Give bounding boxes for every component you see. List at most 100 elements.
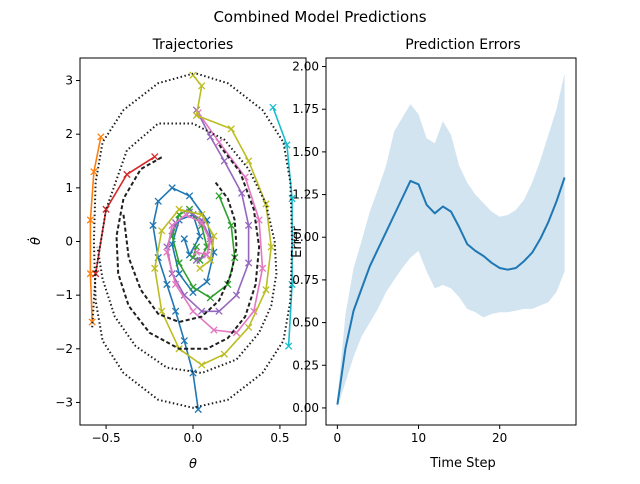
y-tick-label: 0 xyxy=(65,235,73,249)
trajectory-marker xyxy=(283,141,291,149)
trajectory-marker xyxy=(210,326,218,334)
trajectory-marker xyxy=(175,259,183,267)
trajectory-purple xyxy=(166,109,250,313)
trajectory-marker xyxy=(168,221,176,230)
trajectory-marker xyxy=(171,307,180,315)
trajectories-frame xyxy=(79,57,307,426)
trajectory-marker xyxy=(168,184,176,192)
trajectory-red xyxy=(94,156,156,274)
trajectory-marker xyxy=(175,270,183,278)
trajectory-marker xyxy=(227,125,235,133)
trajectory-marker xyxy=(192,256,201,264)
true-third-orbit xyxy=(115,144,261,350)
trajectory-marker xyxy=(206,256,215,264)
trajectory-marker xyxy=(238,189,246,197)
trajectory-marker xyxy=(158,307,166,315)
trajectory-marker xyxy=(163,248,171,256)
trajectory-marker xyxy=(267,243,275,251)
trajectory-marker xyxy=(255,216,263,224)
errors-plot-area xyxy=(336,73,566,408)
y-tick-label: 1 xyxy=(65,181,73,195)
trajectory-marker xyxy=(244,323,253,332)
trajectory-marker xyxy=(171,280,180,289)
mean-error-line xyxy=(336,177,566,405)
trajectory-marker xyxy=(206,294,215,302)
trajectory-marker xyxy=(97,133,105,141)
x-tick-label: 10 xyxy=(411,431,426,445)
true-outer-orbit xyxy=(92,72,294,409)
trajectory-marker xyxy=(203,251,211,259)
trajectory-marker xyxy=(269,103,277,112)
trajectory-marker xyxy=(180,235,188,243)
y-tick-label: 1.75 xyxy=(292,102,319,116)
trajectory-marker xyxy=(227,221,235,230)
trajectory-marker xyxy=(182,211,190,219)
trajectory-marker xyxy=(220,350,228,358)
y-tick-label: 2.00 xyxy=(292,60,319,74)
trajectory-marker xyxy=(86,270,95,278)
trajectory-marker xyxy=(284,342,293,350)
y-tick-label: 1.00 xyxy=(292,230,319,244)
y-tick-label: 1.50 xyxy=(292,145,319,159)
trajectory-marker xyxy=(244,157,253,165)
trajectory-marker xyxy=(90,168,98,176)
y-tick-label: 3 xyxy=(65,74,73,88)
errors-xlabel: Time Step xyxy=(429,456,496,471)
x-tick-label: −0.5 xyxy=(92,431,121,445)
errors-ticks: 0 10 20 0.00 0.25 0.50 0.75 1.00 1.25 1.50 1.75 2.0… xyxy=(292,60,507,445)
x-tick-label: 0.0 xyxy=(183,431,202,445)
trajectories-axes: Trajectories −0.5 0.0 0.5 −3 −2 −1 0 1 2 3 θ θ̇ xyxy=(28,37,307,472)
trajectories-xlabel: θ xyxy=(189,457,197,472)
trajectory-marker xyxy=(185,192,194,200)
y-tick-label: 0.75 xyxy=(292,273,319,287)
trajectory-olive xyxy=(154,74,273,366)
trajectory-marker xyxy=(196,264,204,272)
errors-axes: Prediction Errors 0 10 20 0.00 0.25 0.50 0.75 1… xyxy=(290,37,577,471)
y-tick-label: −2 xyxy=(55,342,73,356)
trajectory-marker xyxy=(189,283,197,291)
y-tick-label: 2 xyxy=(65,127,73,141)
trajectories-plot-area xyxy=(86,71,296,414)
error-band xyxy=(337,73,565,408)
x-tick-label: 0.5 xyxy=(270,431,289,445)
trajectory-marker xyxy=(198,211,206,219)
trajectory-marker xyxy=(163,280,171,289)
trajectory-marker xyxy=(180,337,188,345)
trajectory-marker xyxy=(198,82,206,90)
y-tick-label: 0.00 xyxy=(292,401,319,415)
true-second-orbit xyxy=(91,122,278,374)
trajectory-marker xyxy=(151,264,159,272)
trajectory-marker xyxy=(262,286,270,294)
trajectory-marker xyxy=(220,157,228,165)
trajectory-marker xyxy=(175,205,183,213)
y-tick-label: 0.25 xyxy=(292,358,319,372)
trajectories-ticks: −0.5 0.0 0.5 −3 −2 −1 0 1 2 3 xyxy=(55,74,289,445)
trajectory-marker xyxy=(158,227,166,235)
trajectory-marker xyxy=(149,221,157,230)
trajectory-marker xyxy=(198,361,206,369)
x-tick-label: 0 xyxy=(334,431,342,445)
trajectory-marker xyxy=(232,329,241,337)
trajectory-marker xyxy=(258,264,267,272)
x-tick-label: 20 xyxy=(492,431,507,445)
trajectory-marker xyxy=(151,153,159,161)
figure-suptitle: Combined Model Predictions xyxy=(213,8,426,26)
y-tick-label: 0.50 xyxy=(292,316,319,330)
trajectory-marker xyxy=(192,111,201,120)
trajectory-marker xyxy=(210,232,218,240)
true-inner-orbit xyxy=(122,181,238,323)
trajectory-marker xyxy=(232,291,241,299)
trajectory-marker xyxy=(244,221,253,230)
trajectory-marker xyxy=(215,138,223,146)
errors-title: Prediction Errors xyxy=(405,37,520,53)
trajectory-marker xyxy=(123,170,131,179)
trajectory-marker xyxy=(198,219,206,227)
trajectories-ylabel: θ̇ xyxy=(28,237,44,245)
y-tick-label: −1 xyxy=(55,288,73,302)
trajectory-marker xyxy=(250,307,258,315)
trajectory-marker xyxy=(192,248,201,256)
errors-frame xyxy=(325,57,577,426)
trajectory-marker xyxy=(102,205,110,213)
